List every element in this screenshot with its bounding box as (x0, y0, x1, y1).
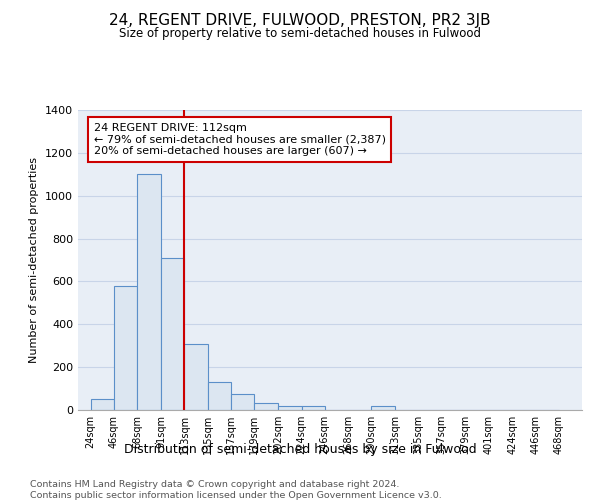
Text: 24, REGENT DRIVE, FULWOOD, PRESTON, PR2 3JB: 24, REGENT DRIVE, FULWOOD, PRESTON, PR2 … (109, 12, 491, 28)
Text: Contains HM Land Registry data © Crown copyright and database right 2024.: Contains HM Land Registry data © Crown c… (30, 480, 400, 489)
Bar (302, 406, 325, 410)
Bar (208, 382, 231, 410)
Text: Contains public sector information licensed under the Open Government Licence v3: Contains public sector information licen… (30, 491, 442, 500)
Text: Size of property relative to semi-detached houses in Fulwood: Size of property relative to semi-detach… (119, 28, 481, 40)
Bar (231, 394, 254, 410)
Text: Distribution of semi-detached houses by size in Fulwood: Distribution of semi-detached houses by … (124, 442, 476, 456)
Bar (254, 402, 278, 410)
Bar (114, 286, 137, 410)
Bar (184, 344, 208, 410)
Bar (278, 406, 302, 410)
Bar (91, 400, 114, 410)
Bar (137, 174, 161, 410)
Bar (161, 258, 184, 410)
Text: 24 REGENT DRIVE: 112sqm
← 79% of semi-detached houses are smaller (2,387)
20% of: 24 REGENT DRIVE: 112sqm ← 79% of semi-de… (94, 123, 386, 156)
Bar (371, 406, 395, 410)
Y-axis label: Number of semi-detached properties: Number of semi-detached properties (29, 157, 40, 363)
